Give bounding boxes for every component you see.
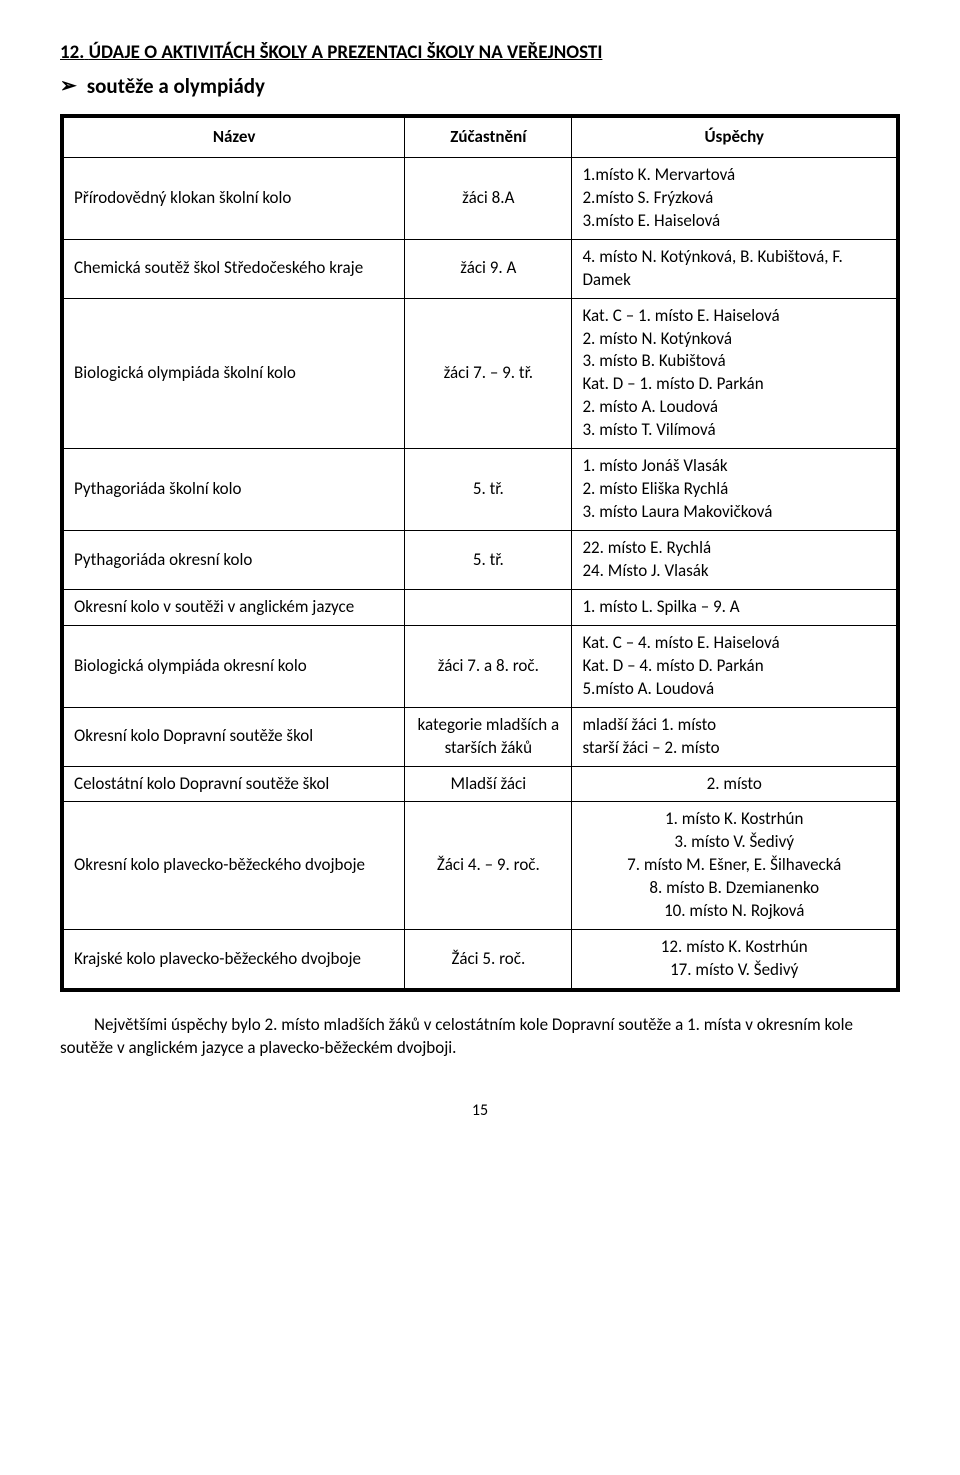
cell-name: Pythagoriáda okresní kolo xyxy=(62,531,405,590)
cell-name: Biologická olympiáda školní kolo xyxy=(62,298,405,449)
table-row: Pythagoriáda školní kolo5. tř.1. místo J… xyxy=(62,449,898,531)
col-header-participation: Zúčastnění xyxy=(405,116,572,157)
cell-success: 2. místo xyxy=(572,766,898,802)
cell-name: Okresní kolo v soutěži v anglickém jazyc… xyxy=(62,589,405,625)
cell-success: 1.místo K. Mervartová 2.místo S. Frýzkov… xyxy=(572,157,898,239)
section-heading: 12. ÚDAJE O AKTIVITÁCH ŠKOLY A PREZENTAC… xyxy=(60,40,900,66)
summary-paragraph: Největšími úspěchy bylo 2. místo mladšíc… xyxy=(60,1014,900,1060)
table-row: Celostátní kolo Dopravní soutěže školMla… xyxy=(62,766,898,802)
subheading-text: soutěže a olympiády xyxy=(87,73,265,99)
cell-success: mladší žáci 1. místo starší žáci – 2. mí… xyxy=(572,707,898,766)
cell-name: Krajské kolo plavecko-běžeckého dvojboje xyxy=(62,930,405,990)
arrow-right-icon: ➢ xyxy=(60,74,77,98)
table-row: Okresní kolo Dopravní soutěže školkatego… xyxy=(62,707,898,766)
cell-success: 12. místo K. Kostrhún 17. místo V. Šediv… xyxy=(572,930,898,990)
page-number: 15 xyxy=(60,1100,900,1122)
table-row: Chemická soutěž škol Středočeského kraje… xyxy=(62,239,898,298)
cell-participation: 5. tř. xyxy=(405,531,572,590)
cell-success: 22. místo E. Rychlá 24. Místo J. Vlasák xyxy=(572,531,898,590)
cell-participation: žáci 9. A xyxy=(405,239,572,298)
cell-name: Biologická olympiáda okresní kolo xyxy=(62,625,405,707)
table-header-row: Název Zúčastnění Úspěchy xyxy=(62,116,898,157)
table-row: Přírodovědný klokan školní koložáci 8.A1… xyxy=(62,157,898,239)
table-row: Biologická olympiáda školní koložáci 7. … xyxy=(62,298,898,449)
cell-success: 1. místo K. Kostrhún 3. místo V. Šedivý … xyxy=(572,802,898,930)
col-header-name: Název xyxy=(62,116,405,157)
cell-name: Okresní kolo Dopravní soutěže škol xyxy=(62,707,405,766)
table-row: Okresní kolo v soutěži v anglickém jazyc… xyxy=(62,589,898,625)
cell-success: 1. místo L. Spilka – 9. A xyxy=(572,589,898,625)
section-title: ÚDAJE O AKTIVITÁCH ŠKOLY A PREZENTACI ŠK… xyxy=(89,41,603,64)
cell-success: Kat. C – 1. místo E. Haiselová 2. místo … xyxy=(572,298,898,449)
cell-participation: Žáci 4. – 9. roč. xyxy=(405,802,572,930)
table-row: Pythagoriáda okresní kolo5. tř.22. místo… xyxy=(62,531,898,590)
cell-participation xyxy=(405,589,572,625)
table-row: Biologická olympiáda okresní koložáci 7.… xyxy=(62,625,898,707)
cell-participation: Mladší žáci xyxy=(405,766,572,802)
cell-name: Pythagoriáda školní kolo xyxy=(62,449,405,531)
cell-success: 4. místo N. Kotýnková, B. Kubištová, F. … xyxy=(572,239,898,298)
cell-participation: 5. tř. xyxy=(405,449,572,531)
cell-participation: žáci 7. a 8. roč. xyxy=(405,625,572,707)
cell-participation: kategorie mladších a starších žáků xyxy=(405,707,572,766)
cell-name: Chemická soutěž škol Středočeského kraje xyxy=(62,239,405,298)
table-row: Krajské kolo plavecko-běžeckého dvojboje… xyxy=(62,930,898,990)
competitions-table: Název Zúčastnění Úspěchy Přírodovědný kl… xyxy=(60,114,900,992)
cell-name: Celostátní kolo Dopravní soutěže škol xyxy=(62,766,405,802)
cell-name: Přírodovědný klokan školní kolo xyxy=(62,157,405,239)
cell-participation: Žáci 5. roč. xyxy=(405,930,572,990)
cell-name: Okresní kolo plavecko-běžeckého dvojboje xyxy=(62,802,405,930)
table-row: Okresní kolo plavecko-běžeckého dvojboje… xyxy=(62,802,898,930)
section-number: 12. xyxy=(60,41,84,64)
cell-success: 1. místo Jonáš Vlasák 2. místo Eliška Ry… xyxy=(572,449,898,531)
cell-success: Kat. C – 4. místo E. Haiselová Kat. D – … xyxy=(572,625,898,707)
cell-participation: žáci 8.A xyxy=(405,157,572,239)
col-header-success: Úspěchy xyxy=(572,116,898,157)
section-subheading: ➢ soutěže a olympiády xyxy=(60,72,900,100)
cell-participation: žáci 7. – 9. tř. xyxy=(405,298,572,449)
